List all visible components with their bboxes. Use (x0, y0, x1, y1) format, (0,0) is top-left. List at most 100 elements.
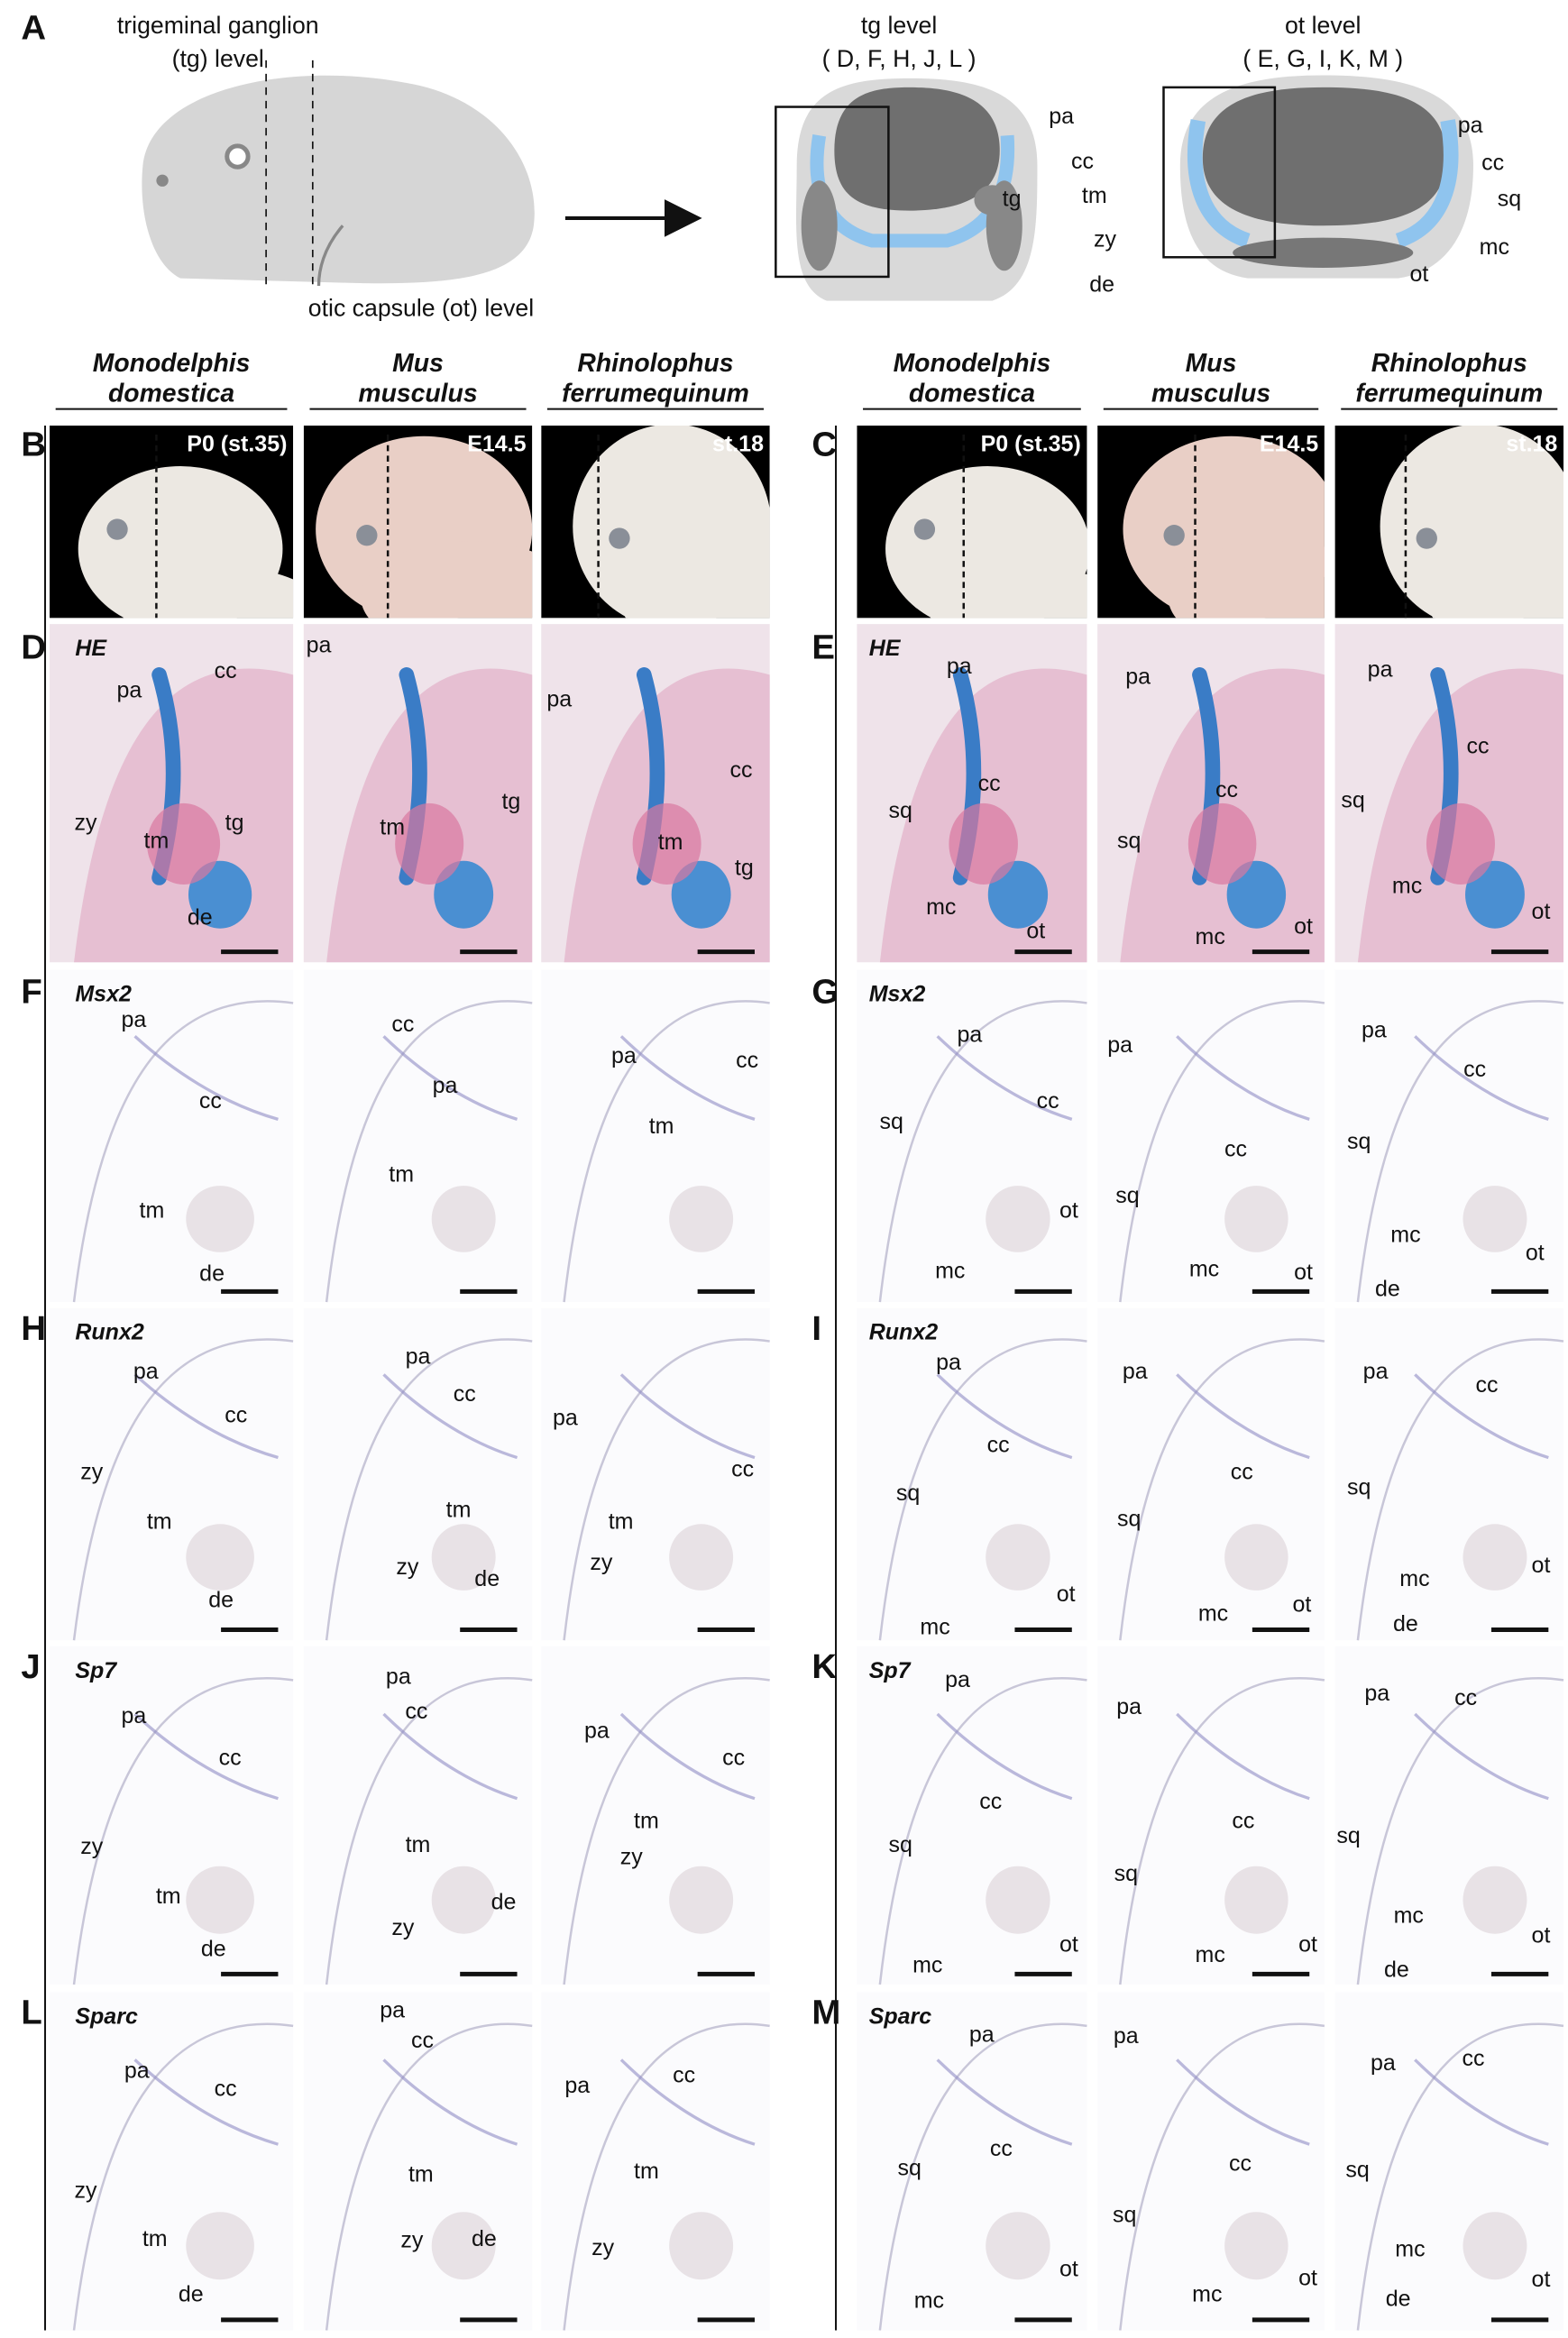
section-image (50, 1646, 294, 1985)
structure-label: pa (433, 1073, 458, 1098)
structure-label: pa (121, 1703, 146, 1728)
section-title: ( D, F, H, J, L ) (822, 45, 977, 72)
structure-label: pa (1107, 1032, 1132, 1058)
cartilage (188, 860, 252, 929)
tissue-blob (986, 1866, 1050, 1934)
structure-label: de (472, 2226, 497, 2251)
stage-label: P0 (st.35) (981, 431, 1081, 456)
section-image (541, 1992, 770, 2331)
structure-label: tm (156, 1884, 181, 1909)
structure-label: pa (1458, 113, 1483, 138)
structure-label: pa (958, 1022, 983, 1048)
section-image (1334, 1646, 1564, 1985)
species-name: ferrumequinum (1355, 379, 1543, 408)
tissue-blob (186, 1866, 254, 1934)
structure-label: tg (1003, 187, 1022, 212)
structure-label: mc (1390, 1222, 1420, 1247)
tissue-outline (878, 1000, 1087, 1303)
structure-label: sq (1345, 2157, 1369, 2182)
structure-label: de (1375, 1276, 1400, 1301)
stain-label: Runx2 (869, 1320, 939, 1345)
eye (609, 527, 630, 549)
structure-label: tm (144, 828, 170, 853)
panel-letter: L (21, 1993, 41, 2031)
tissue-outline (1356, 2022, 1564, 2331)
cartilage (1226, 860, 1287, 929)
structure-label: sq (898, 2156, 922, 2181)
structure-label: zy (396, 1554, 419, 1580)
structure-label: cc (225, 1402, 247, 1427)
structure-label: tm (1082, 183, 1107, 208)
stain-label: Sparc (75, 2003, 138, 2029)
structure-label: zy (590, 1550, 613, 1575)
signal (382, 1373, 518, 1460)
structure-label: pa (584, 1719, 610, 1744)
signal (382, 1712, 518, 1801)
stain-label: Runx2 (75, 1320, 144, 1345)
structure-label: pa (386, 1664, 411, 1689)
species-name: musculus (1151, 379, 1270, 408)
structure-label: cc (1229, 2151, 1252, 2177)
embryo (1168, 541, 1325, 619)
structure-label: cc (1037, 1088, 1059, 1114)
structure-label: mc (914, 2288, 944, 2313)
structure-label: sq (889, 1832, 912, 1857)
section-image (303, 1646, 533, 1985)
structure-label: ot (1532, 1922, 1551, 1948)
cartilage (987, 860, 1049, 929)
signal (1176, 1035, 1310, 1121)
species-genus: Rhinolophus (577, 349, 733, 378)
structure-label: cc (1071, 149, 1094, 174)
panel-letter: G (812, 972, 839, 1011)
section-bg (50, 969, 294, 1303)
panel-letter: D (21, 628, 46, 667)
tissue-blob (1224, 1524, 1288, 1591)
signal (1176, 1712, 1310, 1801)
tissue-outline (72, 2022, 294, 2331)
structure-label: cc (978, 771, 1001, 796)
structure-label: pa (133, 1359, 159, 1384)
section-image (1097, 1992, 1325, 2331)
species-genus: Monodelphis (894, 349, 1051, 378)
section-bg (1334, 1307, 1563, 1641)
section-image (1334, 624, 1563, 963)
structure-label: de (474, 1566, 500, 1591)
tissue-outline (1356, 1677, 1564, 1985)
species-name: domestica (108, 379, 234, 408)
tissue-outline (72, 1000, 294, 1303)
structure-label: sq (1336, 1823, 1360, 1848)
tissue-outline (1356, 1338, 1564, 1641)
structure-label: pa (121, 1007, 146, 1032)
embryo-photo (50, 426, 294, 619)
structure-label: de (1393, 1611, 1418, 1637)
structure-label: mc (1395, 2237, 1425, 2262)
structure-label: ot (1532, 1553, 1551, 1578)
signal (1414, 1712, 1549, 1801)
structure-label: cc (990, 2136, 1013, 2161)
section-bg (1334, 969, 1563, 1303)
section-title: ( E, G, I, K, M ) (1242, 45, 1403, 72)
structure-label: pa (1125, 665, 1151, 690)
stage-label: st.18 (1506, 431, 1557, 456)
structure-label: mc (1196, 924, 1225, 949)
tissue-blob (986, 1524, 1050, 1591)
structure-label: sq (1113, 2202, 1136, 2227)
structure-label: mc (912, 1953, 942, 1978)
tissue-blob (431, 2212, 496, 2280)
muscle (395, 802, 464, 885)
structure-label: tg (735, 855, 754, 880)
structure-label: pa (1114, 2023, 1139, 2049)
tissue-blob (669, 1524, 734, 1591)
signal (619, 1712, 756, 1801)
tissue-blob (1463, 1186, 1527, 1252)
signal (619, 2058, 756, 2146)
panel-letter: I (812, 1309, 821, 1348)
structure-label: mc (1392, 873, 1422, 898)
section-image (1334, 969, 1564, 1303)
section-image (541, 1307, 770, 1641)
section-image (50, 1992, 294, 2331)
signal (936, 1712, 1073, 1801)
stain-label: Sparc (869, 2003, 932, 2029)
structure-label: pa (564, 2073, 590, 2098)
muscle (1426, 802, 1495, 885)
